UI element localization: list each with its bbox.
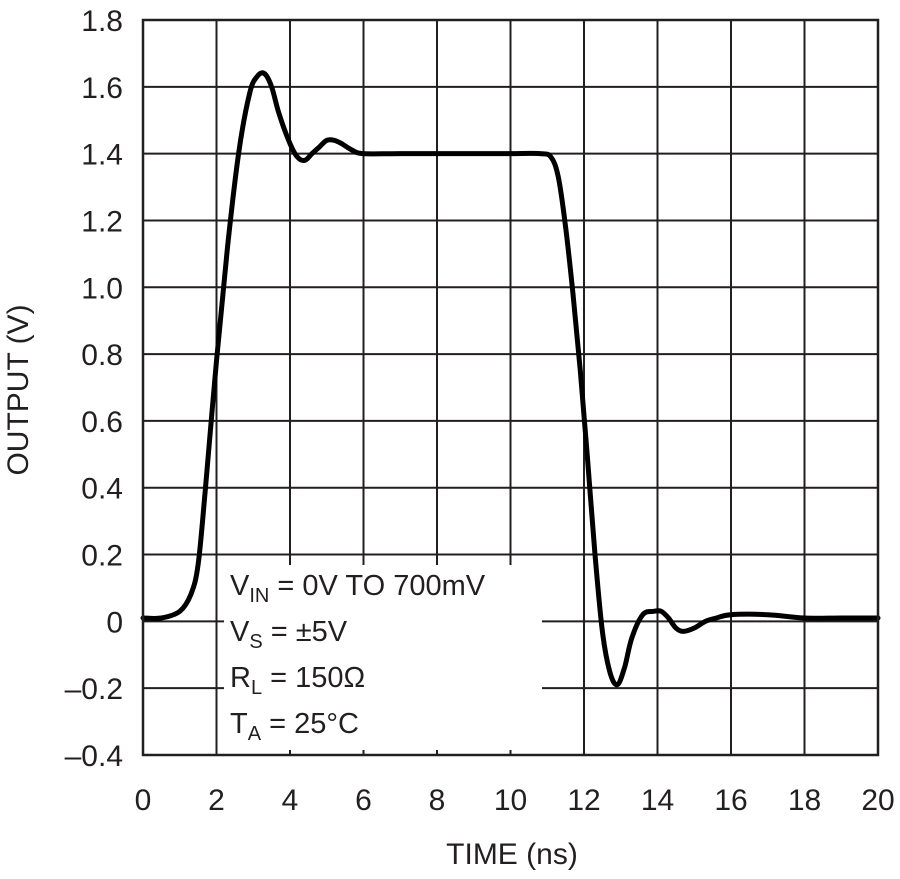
output-waveform-line [140,70,881,688]
y-tick-label: –0.4 [65,740,123,773]
conditions-line: TA = 25°C [230,708,359,745]
annotation-box [224,565,542,750]
x-tick-label: 18 [788,784,821,817]
y-tick-label: 0 [106,606,123,639]
y-tick-label: 1.2 [81,205,123,238]
y-tick-label: 1.4 [81,139,123,172]
x-axis-label: TIME (ns) [446,838,578,871]
annotation-background [224,565,542,750]
conditions-line: VS = ±5V [230,616,348,653]
y-tick-label: 0.2 [81,540,123,573]
y-axis-label: OUTPUT (V) [2,304,35,475]
x-tick-label: 0 [135,784,152,817]
x-tick-label: 4 [282,784,299,817]
x-tick-label: 12 [567,784,600,817]
y-tick-label: 0.4 [81,473,123,506]
y-tick-labels: –0.4 –0.2 0 0.2 0.4 0.6 0.8 1.0 1.2 1.4 1.6 1.8 [65,5,123,773]
x-tick-label: 14 [641,784,674,817]
plot-frame [141,18,880,757]
y-tick-label: 0.8 [81,339,123,372]
x-tick-label: 10 [494,784,527,817]
x-tick-label: 16 [714,784,747,817]
y-tick-label: 1.0 [81,272,123,305]
conditions-line: VIN = 0V TO 700mV [230,570,486,607]
y-tick-label: 1.8 [81,5,123,38]
conditions-annotation: VIN = 0V TO 700mV VS = ±5V RL = 150Ω TA = 2… [230,570,486,745]
y-tick-label: 1.6 [81,72,123,105]
x-tick-label: 20 [861,784,894,817]
data-series [140,70,881,688]
x-tick-label: 6 [355,784,372,817]
y-tick-label: 0.6 [81,406,123,439]
x-tick-label: 2 [208,784,225,817]
x-tick-labels: 0 2 4 6 8 10 12 14 16 18 20 [135,784,895,817]
x-tick-label: 8 [429,784,446,817]
y-tick-label: –0.2 [65,673,123,706]
conditions-line: RL = 150Ω [230,662,365,699]
plot-border [141,18,880,757]
